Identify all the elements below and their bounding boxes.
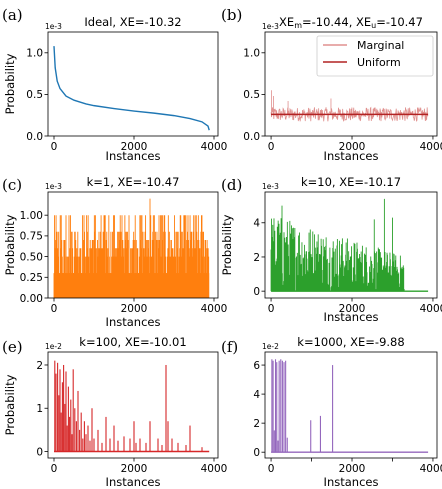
x-tick-label: 2000 [121,141,148,153]
x-tick-label: 4000 [201,141,228,153]
x-tick-label: 2000 [339,141,366,153]
axes-frame [264,31,438,137]
plot-area-c [53,198,210,298]
y-axis-label: Probability [3,374,17,435]
x-tick-label: 2000 [121,303,148,315]
panel-title: Ideal, XE=-10.32 [84,15,181,29]
panel-title: k=100, XE=-10.01 [79,335,186,349]
x-tick-label: 0 [51,303,58,315]
marginal-series [270,90,429,122]
panel-e: 0 2000 4000 0 1 21e-2 k=100, XE=-10.01 (e) Insta… [2,335,227,489]
y-tick-label: 1.0 [243,48,260,60]
x-tick-label: 2000 [121,463,148,475]
y-tick-label: 1 [36,403,43,415]
y-tick-label: 0.50 [20,251,43,263]
panel-letter: (e) [2,338,23,356]
panel-c: 0 2000 4000 0.00 0.25 0.50 0.75 1.00 1e-3 k=1, XE… [2,175,227,329]
panel-letter: (a) [2,6,23,24]
panel-a: 0 2000 4000 0.0 0.5 1.0 1e-3 Ideal, XE=-10.32 (a… [2,6,227,153]
y-tick-label: 0.75 [20,231,43,243]
scale-factor: 1e-3 [262,182,279,191]
x-tick-label: 4000 [420,141,442,153]
y-tick-label: 1.00 [20,210,43,222]
x-tick-label: 0 [268,141,275,153]
x-axis-label: Instances [324,310,379,324]
axes-frame [47,31,219,137]
legend-box [316,35,434,77]
axes-frame [264,191,438,299]
panel-f: 0 2000 4000 0 2 4 61e-2 k=1000, XE=-9.88 (f) Inst… [221,335,442,489]
x-tick-label: 4000 [201,463,228,475]
legend-label: Uniform [357,56,401,69]
x-axis-label: Instances [106,475,161,489]
plot-area-f [271,359,429,453]
plot-area-d [270,198,429,292]
y-tick-label: 0.0 [243,131,260,143]
y-axis-label: Probability [220,214,234,275]
x-tick-label: 4000 [201,303,228,315]
legend: Marginal Uniform [316,35,434,77]
y-tick-label: 0 [253,447,260,459]
y-tick-label: 6 [253,360,260,372]
y-tick-label: 2 [36,360,43,372]
bars [270,198,405,292]
y-tick-label: 0 [253,286,260,298]
y-tick-label: 4 [253,218,260,230]
y-tick-label: 1.0 [26,48,43,60]
y-tick-label: 4 [253,389,260,401]
bars [53,198,210,298]
y-tick-label: 0 [36,446,43,458]
panel-title: k=1, XE=-10.47 [87,175,180,189]
y-tick-label: 0.5 [243,89,260,101]
legend-label: Marginal [357,39,404,52]
axes-frame [47,351,219,459]
x-tick-label: 4000 [420,303,442,315]
axes-frame [47,191,219,299]
panel-letter: (d) [221,176,242,194]
x-tick-label: 2000 [339,463,366,475]
y-tick-label: 0.00 [20,293,43,305]
x-axis-label: Instances [324,475,379,489]
y-tick-label: 0.25 [20,272,43,284]
scale-factor: 1e-3 [262,22,279,31]
x-tick-label: 4000 [420,463,442,475]
x-axis-label: Instances [106,149,161,163]
plot-area-b [270,90,429,122]
x-axis-label: Instances [324,149,379,163]
y-axis-label: Probability [3,53,17,114]
scale-factor: 1e-2 [262,342,279,351]
x-axis-label: Instances [106,315,161,329]
panel-letter: (c) [2,176,22,194]
panel-letter: (f) [221,338,238,356]
x-tick-label: 0 [51,463,58,475]
panel-title: k=10, XE=-10.17 [301,175,401,189]
scale-factor: 1e-3 [45,22,62,31]
plot-area-e [54,360,210,453]
plot-area-a [53,46,210,131]
panel-title: k=1000, XE=-9.88 [297,335,404,349]
y-tick-label: 0.0 [26,131,43,143]
scale-factor: 1e-3 [45,182,62,191]
series-line [53,46,210,131]
y-axis-label: Probability [3,214,17,275]
x-tick-label: 0 [268,303,275,315]
scale-factor: 1e-2 [45,342,62,351]
panel-letter: (b) [221,6,242,24]
y-tick-label: 0.5 [26,89,43,101]
x-tick-label: 0 [268,463,275,475]
x-tick-label: 2000 [339,303,366,315]
panel-d: 0 2000 4000 0 2 4 1e-3 k=10, XE=-10.17 (d) Probab… [220,175,442,315]
y-tick-label: 2 [253,418,260,430]
x-tick-label: 0 [51,141,58,153]
axes-frame [264,351,438,459]
y-tick-label: 2 [253,252,260,264]
panel-title: XEm=-10.44, XEu=-10.47 [279,15,423,30]
